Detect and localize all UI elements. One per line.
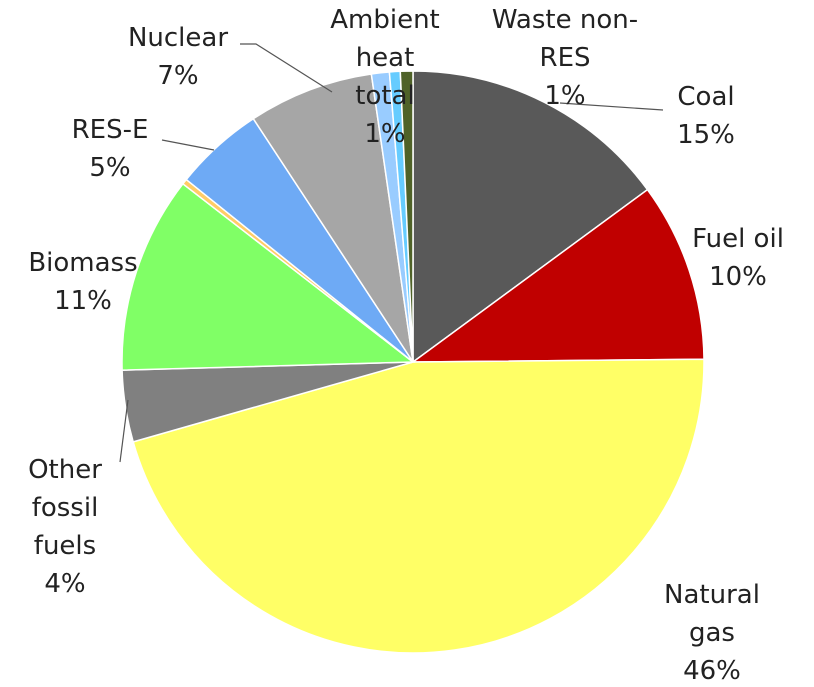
value-label: 11% [54,286,112,316]
value-label: 46% [683,656,741,686]
slice-label: Natural gas 46% [647,576,777,687]
slice-label: RES-E 5% [40,111,180,187]
category-label: Nuclear [127,23,229,53]
category-label: Fuel oil [692,224,784,254]
leader-line [119,399,129,463]
category-label: RES-E [71,115,149,145]
category-label: Other fossil fuels [28,455,102,561]
category-label: Natural gas [664,580,760,648]
pie-slice [252,73,414,363]
category-label: Biomass [28,248,138,278]
slice-label: Coal 15% [646,78,766,154]
pie-slice [399,70,414,363]
pie-slice [121,182,416,371]
value-label: 10% [709,262,767,292]
value-label: 15% [677,120,735,150]
value-label: 1% [364,119,406,149]
pie-slice [410,188,705,363]
pie-slice [132,358,705,654]
category-label: Waste non-RES [491,5,639,73]
leader-line [161,139,215,151]
slice-label: Biomass 11% [3,244,163,320]
value-label: 5% [89,153,131,183]
category-label: Coal [677,82,735,112]
slice-label: Ambient heat total 1% [325,1,445,153]
leader-line [559,102,664,111]
category-label: Ambient heat total [330,5,440,111]
slice-label: Nuclear 7% [98,19,258,95]
value-label: 1% [544,81,586,111]
slice-label: Other fossil fuels 4% [15,451,115,603]
pie-slice [412,70,649,364]
leader-line [240,43,333,93]
value-label: 4% [44,569,86,599]
value-label: 7% [157,61,199,91]
slice-label: Waste non-RES 1% [490,1,640,115]
slice-label: Fuel oil 10% [658,220,814,296]
